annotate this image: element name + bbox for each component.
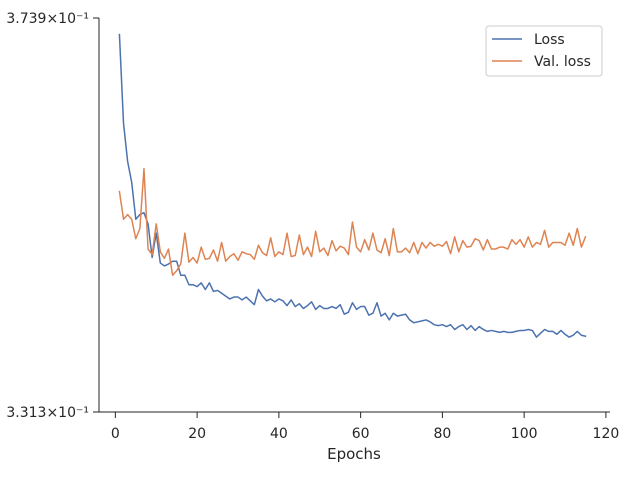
series-line-loss [118, 33, 587, 338]
x-axis: 0 20 40 60 80 100 120 [111, 412, 619, 442]
legend-label-loss: Loss [534, 32, 565, 48]
x-axis-label: Epochs [327, 445, 381, 463]
y-tick-label: 3.313×10⁻¹ [6, 405, 89, 421]
legend-label-val-loss: Val. loss [534, 54, 591, 70]
x-tick-label: 20 [188, 426, 206, 442]
x-tick-label: 40 [270, 426, 288, 442]
y-axis: 3.313×10⁻¹ 3.739×10⁻¹ [6, 11, 99, 421]
x-tick-label: 80 [433, 426, 451, 442]
y-tick-label: 3.739×10⁻¹ [6, 11, 89, 27]
series-line-val-loss [118, 167, 587, 277]
plot-area [98, 18, 610, 413]
x-tick-label: 60 [352, 426, 370, 442]
x-tick-label: 120 [593, 426, 620, 442]
x-tick-label: 100 [511, 426, 538, 442]
x-tick-label: 0 [111, 426, 120, 442]
legend: Loss Val. loss [485, 25, 603, 77]
